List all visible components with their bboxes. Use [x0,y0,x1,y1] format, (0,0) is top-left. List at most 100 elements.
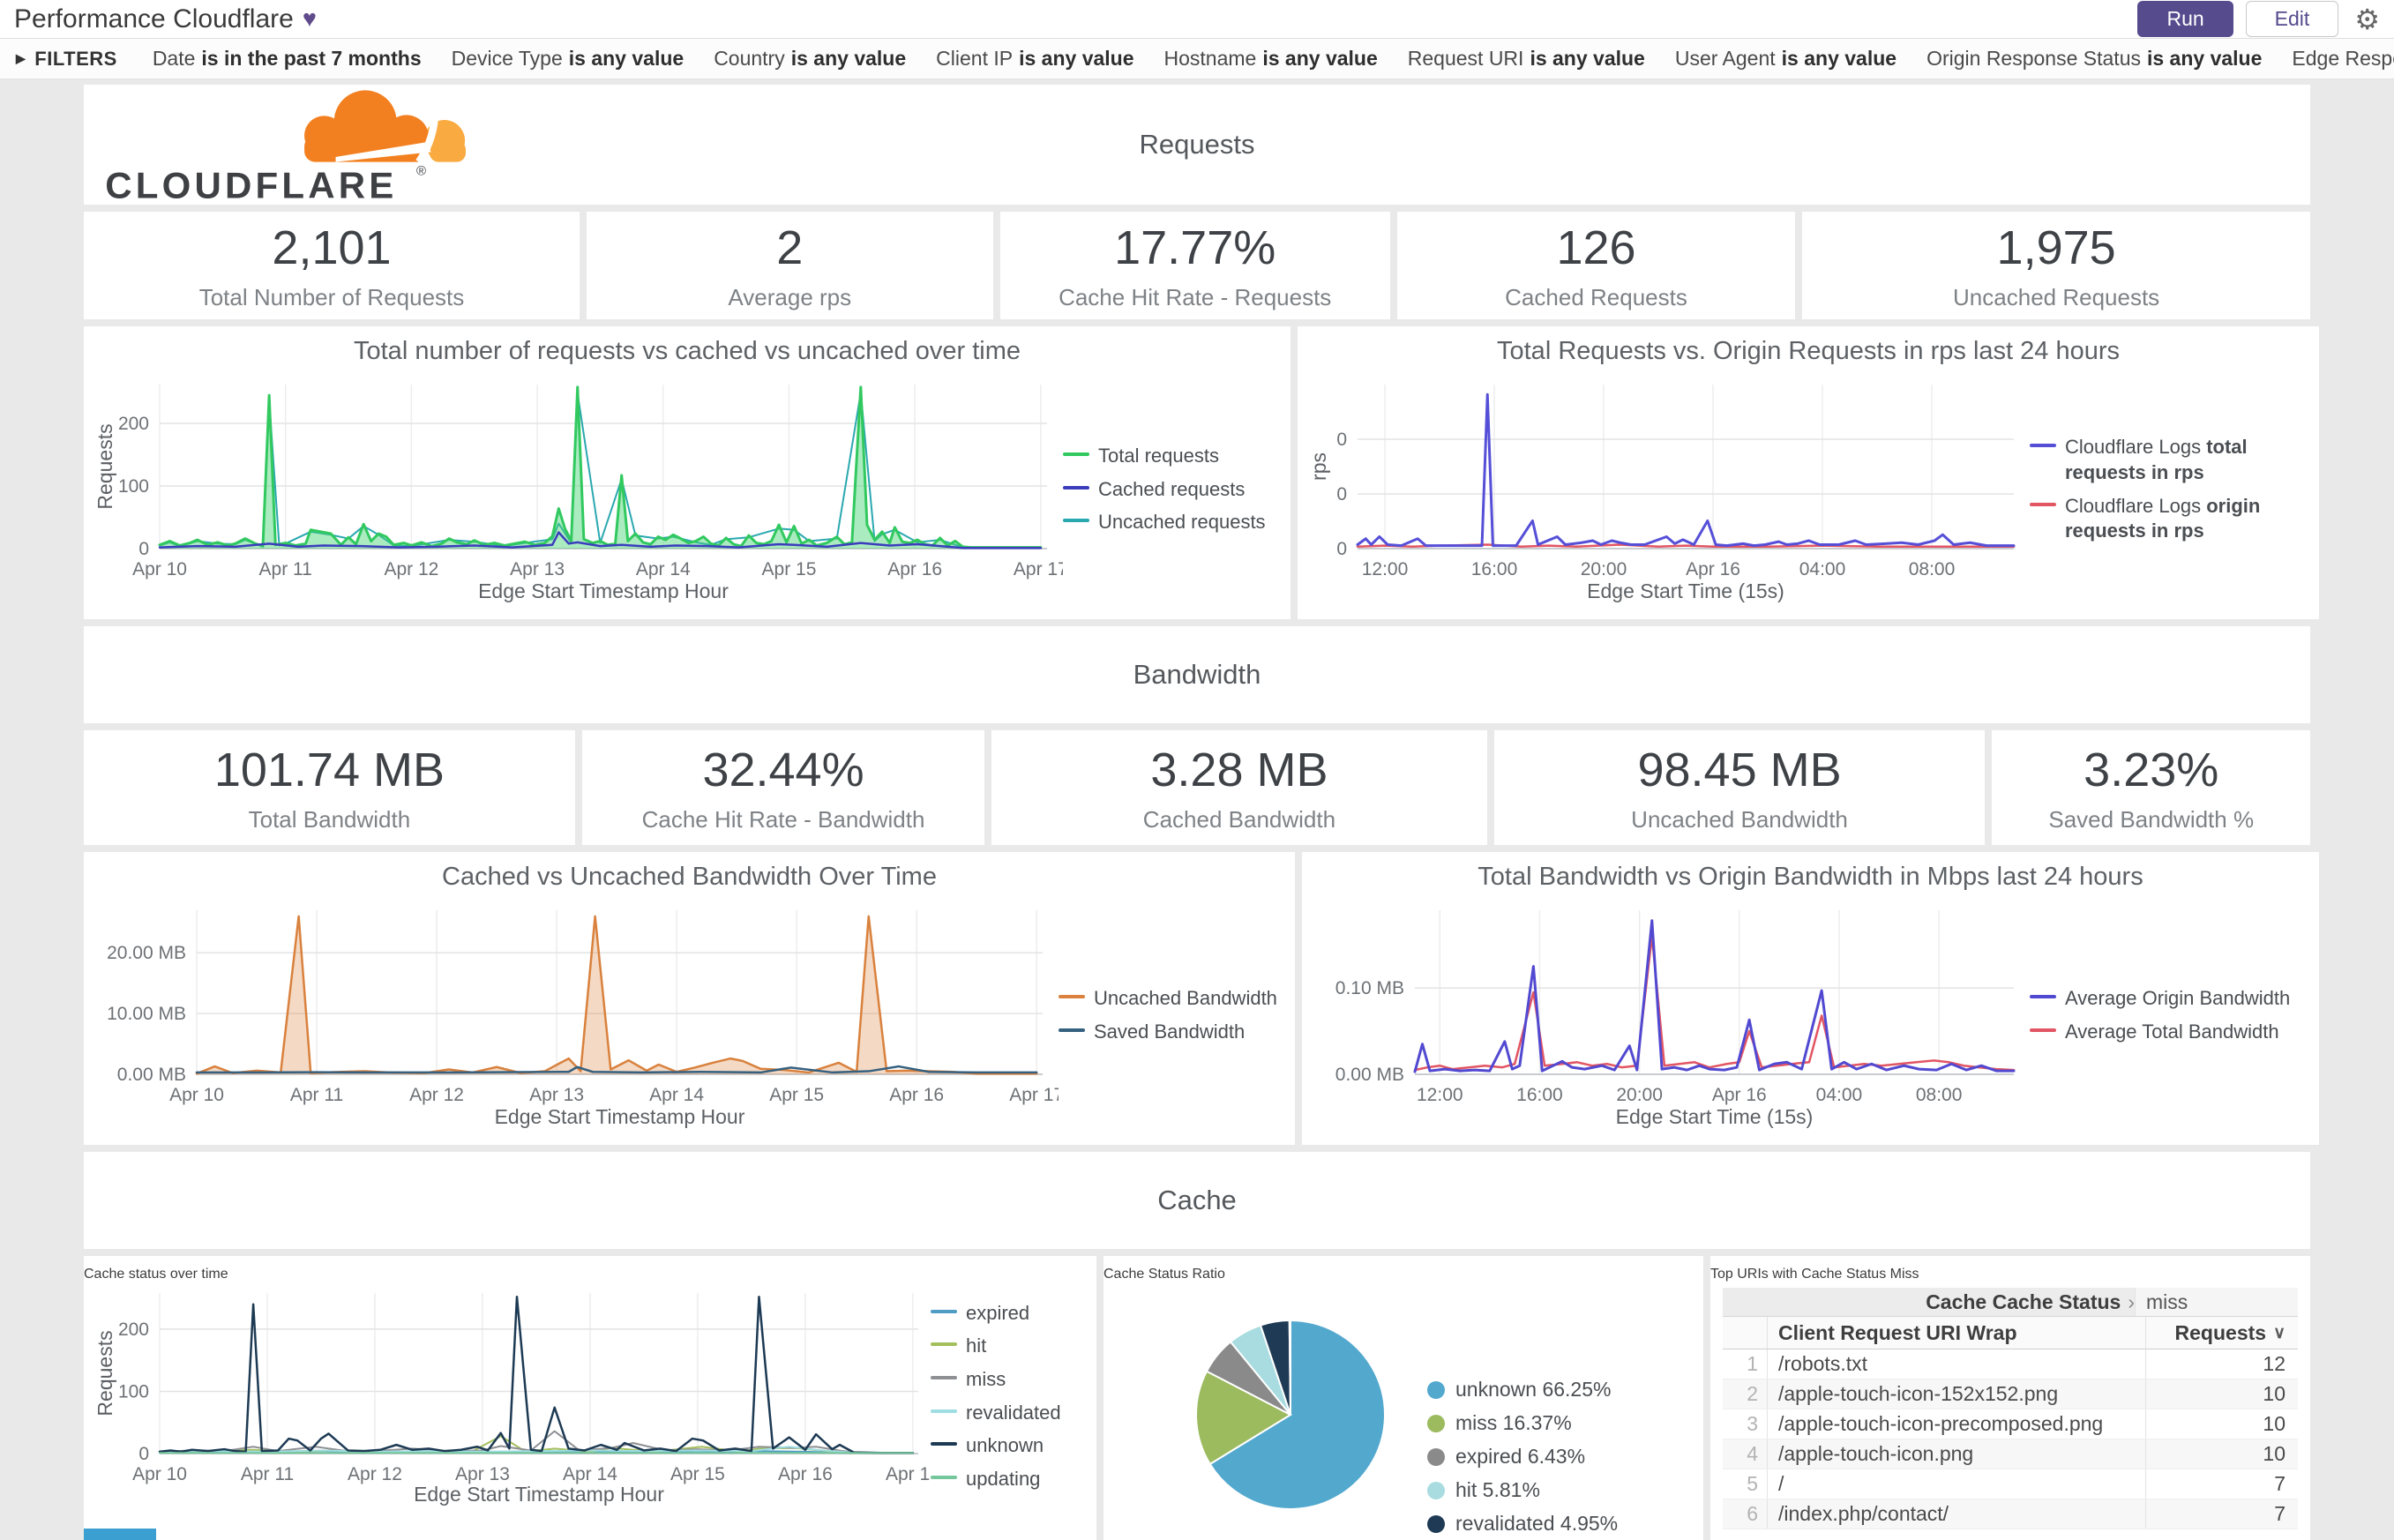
pivot-header-cell[interactable]: Cache Cache Status › [1767,1288,2135,1316]
table-title: Top URIs with Cache Status Miss [1710,1267,1919,1282]
requests-header-cell[interactable]: Requests ∨ [2145,1317,2298,1349]
stat-label: Cache Hit Rate - Bandwidth [641,805,925,833]
pie-slice-unknown[interactable] [1208,1319,1386,1510]
edit-button[interactable]: Edit [2245,1,2339,37]
filter-item-4[interactable]: Hostname is any value [1164,47,1378,71]
legend-item-unknown[interactable]: unknown [931,1433,1089,1459]
run-button[interactable]: Run [2137,1,2233,37]
filter-item-1[interactable]: Device Type is any value [452,47,685,71]
filter-item-5[interactable]: Request URI is any value [1408,47,1645,71]
row-uri-cell[interactable]: /apple-touch-icon.png [1778,1442,1974,1465]
bandwidth-charts-row: Cached vs Uncached Bandwidth Over Time A… [84,852,2319,1145]
svg-text:12:00: 12:00 [1362,559,1409,579]
svg-text:Edge Start Time (15s): Edge Start Time (15s) [1616,1105,1814,1128]
legend-dot-icon [1427,1380,1445,1399]
stat-tile: 32.44% Cache Hit Rate - Bandwidth [581,730,985,845]
chart-title: Total number of requests vs cached vs un… [354,337,1021,365]
row-requests-cell[interactable]: 10 [2145,1409,2298,1439]
row-requests-cell[interactable]: 7 [2145,1469,2298,1499]
row-index: 6 [1723,1499,1768,1529]
registered-mark: ® [416,164,426,179]
legend-item-expired[interactable]: expired [931,1301,1089,1327]
row-uri-cell[interactable]: / [1778,1472,1784,1495]
pivot-value-cell[interactable]: miss [2135,1288,2298,1316]
rps-24h-chart: 12:00 16:00 20:00 Apr 16 04:00 08:00 0 0 0 Edge S… [1307,385,2016,602]
stat-value: 126 [1556,221,1636,274]
filter-item-7[interactable]: Origin Response Status is any value [1926,47,2262,71]
legend-item-revalidated[interactable]: revalidated [931,1401,1089,1426]
row-requests-cell[interactable]: 10 [2145,1379,2298,1409]
legend-item-miss[interactable]: miss [931,1367,1089,1393]
row-uri-cell[interactable]: /index.php/contact/ [1778,1502,1949,1525]
filters-toggle[interactable]: ▶ FILTERS [16,48,117,71]
pie-slice-miss[interactable] [1195,1370,1293,1466]
legend-label: Cloudflare Logs origin requests in rps [2065,494,2261,542]
legend-item-total-requests[interactable]: Total requests [1063,444,1283,469]
filters-label: FILTERS [34,47,117,70]
stat-tile: 3.28 MB Cached Bandwidth [991,730,1487,845]
table-header-row: Client Request URI Wrap Requests ∨ [1723,1317,2298,1349]
pie-legend-item-expired[interactable]: expired 6.43% [1427,1445,1618,1469]
legend-item-saved-bandwidth[interactable]: Saved Bandwidth [1059,1020,1288,1045]
table-tile-top-uris: Top URIs with Cache Status Miss Cache Ca… [1710,1256,2310,1540]
cache-status-ratio-pie [1195,1319,1386,1510]
pie-legend-item-revalidated[interactable]: revalidated 4.95% [1427,1512,1618,1536]
pie-legend-item-hit[interactable]: hit 5.81% [1427,1478,1618,1502]
stat-label: Cached Requests [1505,283,1687,310]
cloudflare-cloud-icon [304,90,466,164]
legend-label: Cloudflare Logs total requests in rps [2065,436,2248,483]
legend-item-cached-requests[interactable]: Cached requests [1063,477,1283,503]
svg-text:10.00 MB: 10.00 MB [107,1004,186,1024]
row-uri-cell[interactable]: /robots.txt [1778,1352,1867,1375]
pie-legend-item-unknown[interactable]: unknown 66.25% [1427,1378,1618,1402]
pie-legend-label: hit 5.81% [1455,1478,1540,1501]
stat-value: 3.28 MB [1150,743,1328,796]
svg-text:100: 100 [118,1381,149,1402]
legend-item-updating[interactable]: updating [931,1467,1089,1492]
filter-item-6[interactable]: User Agent is any value [1675,47,1896,71]
gear-icon[interactable]: ⚙ [2354,3,2380,35]
svg-text:04:00: 04:00 [1799,559,1846,579]
row-index: 2 [1723,1379,1768,1409]
svg-text:Apr 17: Apr 17 [1009,1085,1059,1105]
stat-tile: 98.45 MB Uncached Bandwidth [1493,730,1986,845]
legend-item-hit[interactable]: hit [931,1334,1089,1359]
cache-section-band: Cache [84,1152,2310,1249]
svg-text:Apr 13: Apr 13 [510,559,565,579]
row-requests-cell[interactable]: 12 [2145,1349,2298,1379]
filter-field: Client IP [936,47,1014,70]
bandwidth-24h-chart: 12:00 16:00 20:00 Apr 16 04:00 08:00 0.00 MB 0.… [1335,910,2016,1128]
legend-swatch-icon [2030,1028,2056,1032]
pie-legend-item-miss[interactable]: miss 16.37% [1427,1411,1618,1435]
uri-header-cell[interactable]: Client Request URI Wrap [1778,1320,2017,1344]
pie-slice-updating[interactable] [1288,1319,1291,1416]
svg-text:0.00 MB: 0.00 MB [1335,1065,1404,1085]
svg-text:0: 0 [138,539,149,559]
row-uri-cell[interactable]: /apple-touch-icon-152x152.png [1778,1382,2059,1405]
legend-item-average-origin-bandwidth[interactable]: Average Origin Bandwidth [2030,986,2312,1012]
svg-text:12:00: 12:00 [1417,1085,1463,1105]
legend-item-origin-requests-in-rps[interactable]: Cloudflare Logs origin requests in rps [2030,494,2312,544]
stat-value: 1,975 [1996,221,2116,274]
chart-tile-cache-status-ratio: Cache Status Ratio unknown 66.25% miss 16… [1103,1256,1703,1540]
bandwidth-stats-row: 101.74 MB Total Bandwidth 32.44% Cache Hit … [84,730,2311,845]
legend-item-uncached-bandwidth[interactable]: Uncached Bandwidth [1059,986,1288,1012]
svg-text:Apr 11: Apr 11 [290,1085,343,1105]
legend-item-average-total-bandwidth[interactable]: Average Total Bandwidth [2030,1020,2312,1045]
legend-label: Uncached requests [1098,511,1266,534]
filter-item-0[interactable]: Date is in the past 7 months [153,47,422,71]
row-requests-cell[interactable]: 7 [2145,1499,2298,1529]
row-requests-cell[interactable]: 10 [2145,1439,2298,1469]
legend-swatch-icon [931,1309,957,1313]
table-row: 6/index.php/contact/7 [1723,1499,2298,1529]
stat-tile: 2,101 Total Number of Requests [84,212,580,319]
row-uri-cell[interactable]: /apple-touch-icon-precomposed.png [1778,1412,2104,1435]
svg-text:rps: rps [1307,452,1330,481]
svg-text:Apr 15: Apr 15 [769,1085,824,1105]
filter-item-3[interactable]: Client IP is any value [936,47,1133,71]
filter-item-2[interactable]: Country is any value [714,47,906,71]
legend-item-uncached-requests[interactable]: Uncached requests [1063,510,1283,535]
legend-item-total-requests-in-rps[interactable]: Cloudflare Logs total requests in rps [2030,435,2312,485]
requests-over-time-chart: Apr 10 Apr 11 Apr 12 Apr 13 Apr 14 Apr 15 Apr … [94,385,1063,602]
